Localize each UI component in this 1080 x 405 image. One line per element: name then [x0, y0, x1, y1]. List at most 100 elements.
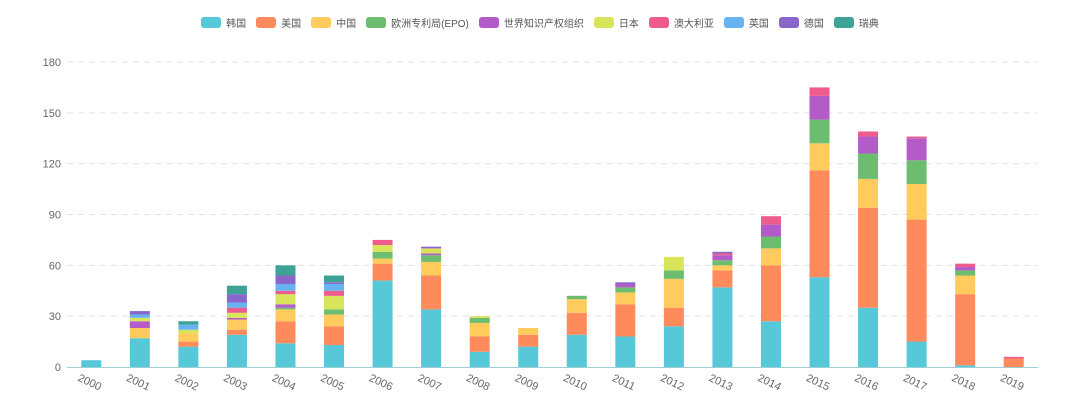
bar-segment-2007-日本[interactable]	[421, 248, 442, 254]
bar-segment-2008-日本[interactable]	[469, 316, 490, 318]
bar-segment-2008-韩国[interactable]	[469, 351, 490, 367]
bar-segment-2014-美国[interactable]	[760, 265, 781, 322]
bar-segment-2009-韩国[interactable]	[518, 346, 539, 367]
bar-segment-2005-英国[interactable]	[324, 283, 345, 291]
bar-segment-2009-中国[interactable]	[518, 328, 539, 335]
bar-segment-2007-韩国[interactable]	[421, 309, 442, 367]
bar-segment-2012-日本[interactable]	[663, 256, 684, 271]
bar-segment-2006-日本[interactable]	[372, 245, 393, 252]
bar-segment-2006-美国[interactable]	[372, 263, 393, 281]
bar-segment-2004-韩国[interactable]	[275, 343, 296, 367]
bar-segment-2016-澳大利亚[interactable]	[858, 131, 879, 137]
bar-segment-2002-韩国[interactable]	[178, 346, 199, 367]
bar-segment-2001-日本[interactable]	[129, 317, 150, 322]
bar-segment-2016-欧洲专利局(EPO)[interactable]	[858, 153, 879, 179]
bar-segment-2013-澳大利亚[interactable]	[712, 253, 733, 256]
bar-segment-2002-瑞典[interactable]	[178, 321, 199, 325]
bar-segment-2002-日本[interactable]	[178, 329, 199, 334]
legend-item[interactable]: 世界知识产权组织	[478, 15, 584, 30]
bar-segment-2004-澳大利亚[interactable]	[275, 290, 296, 295]
bar-segment-2011-德国[interactable]	[615, 282, 636, 284]
bar-segment-2005-澳大利亚[interactable]	[324, 290, 345, 296]
bar-segment-2003-韩国[interactable]	[226, 334, 247, 367]
bar-segment-2013-欧洲专利局(EPO)[interactable]	[712, 260, 733, 266]
bar-segment-2019-美国[interactable]	[1003, 358, 1024, 367]
bar-segment-2003-德国[interactable]	[226, 294, 247, 303]
bar-segment-2019-澳大利亚[interactable]	[1003, 356, 1024, 359]
bar-segment-2013-世界知识产权组织[interactable]	[712, 255, 733, 261]
bar-segment-2015-美国[interactable]	[809, 170, 830, 278]
bar-segment-2018-韩国[interactable]	[955, 365, 976, 367]
bar-segment-2013-美国[interactable]	[712, 270, 733, 288]
bar-segment-2002-美国[interactable]	[178, 341, 199, 347]
bar-segment-2004-欧洲专利局(EPO)[interactable]	[275, 307, 296, 310]
bar-segment-2006-韩国[interactable]	[372, 280, 393, 367]
bar-segment-2015-韩国[interactable]	[809, 277, 830, 367]
bar-segment-2004-美国[interactable]	[275, 321, 296, 344]
bar-segment-2012-韩国[interactable]	[663, 326, 684, 367]
bar-segment-2016-韩国[interactable]	[858, 307, 879, 367]
bar-segment-2010-美国[interactable]	[566, 312, 587, 335]
bar-segment-2011-中国[interactable]	[615, 292, 636, 305]
bar-segment-2007-德国[interactable]	[421, 246, 442, 249]
bar-segment-2005-德国[interactable]	[324, 282, 345, 284]
bar-segment-2008-欧洲专利局(EPO)[interactable]	[469, 317, 490, 323]
bar-segment-2001-世界知识产权组织[interactable]	[129, 321, 150, 329]
legend-item[interactable]: 美国	[256, 15, 301, 30]
bar-segment-2016-美国[interactable]	[858, 207, 879, 308]
bar-segment-2018-美国[interactable]	[955, 294, 976, 366]
bar-segment-2007-美国[interactable]	[421, 275, 442, 310]
bar-segment-2009-美国[interactable]	[518, 334, 539, 347]
bar-segment-2000-韩国[interactable]	[81, 360, 102, 367]
bar-segment-2013-德国[interactable]	[712, 251, 733, 254]
bar-segment-2018-世界知识产权组织[interactable]	[955, 267, 976, 271]
legend-item[interactable]: 日本	[593, 15, 639, 30]
bar-segment-2014-欧洲专利局(EPO)[interactable]	[760, 236, 781, 249]
bar-segment-2012-美国[interactable]	[663, 307, 684, 327]
legend-item[interactable]: 欧洲专利局(EPO)	[366, 15, 469, 30]
bar-segment-2011-世界知识产权组织[interactable]	[615, 283, 636, 288]
bar-segment-2006-中国[interactable]	[372, 258, 393, 264]
bar-segment-2004-德国[interactable]	[275, 275, 296, 284]
bar-segment-2014-世界知识产权组织[interactable]	[760, 224, 781, 237]
legend-item[interactable]: 中国	[311, 15, 356, 30]
legend-item[interactable]: 德国	[778, 15, 824, 30]
bar-segment-2017-世界知识产权组织[interactable]	[906, 138, 927, 161]
bar-segment-2004-瑞典[interactable]	[275, 265, 296, 276]
bar-segment-2007-欧洲专利局(EPO)[interactable]	[421, 255, 442, 262]
bar-segment-2004-中国[interactable]	[275, 309, 296, 322]
legend-item[interactable]: 韩国	[201, 15, 246, 30]
bar-segment-2003-英国[interactable]	[226, 302, 247, 308]
bar-segment-2008-中国[interactable]	[469, 322, 490, 337]
legend-item[interactable]: 澳大利亚	[648, 15, 714, 30]
bar-segment-2005-韩国[interactable]	[324, 344, 345, 367]
bar-segment-2005-日本[interactable]	[324, 295, 345, 310]
bar-segment-2012-中国[interactable]	[663, 278, 684, 308]
bar-segment-2017-澳大利亚[interactable]	[906, 136, 927, 139]
bar-segment-2017-欧洲专利局(EPO)[interactable]	[906, 160, 927, 184]
bar-segment-2016-中国[interactable]	[858, 178, 879, 208]
bar-segment-2001-中国[interactable]	[129, 328, 150, 339]
legend-item[interactable]: 瑞典	[833, 15, 879, 30]
bar-segment-2017-韩国[interactable]	[906, 341, 927, 367]
bar-segment-2003-中国[interactable]	[226, 319, 247, 330]
bar-segment-2004-日本[interactable]	[275, 294, 296, 305]
bar-segment-2002-中国[interactable]	[178, 333, 199, 342]
bar-segment-2010-中国[interactable]	[566, 299, 587, 313]
bar-segment-2007-世界知识产权组织[interactable]	[421, 253, 442, 256]
bar-segment-2013-中国[interactable]	[712, 265, 733, 271]
bar-segment-2010-韩国[interactable]	[566, 334, 587, 367]
bar-segment-2005-瑞典[interactable]	[324, 275, 345, 283]
bar-segment-2003-澳大利亚[interactable]	[226, 307, 247, 313]
bar-segment-2015-澳大利亚[interactable]	[809, 87, 830, 96]
bar-segment-2003-日本[interactable]	[226, 312, 247, 318]
bar-segment-2018-欧洲专利局(EPO)[interactable]	[955, 270, 976, 276]
legend-item[interactable]: 英国	[723, 15, 769, 30]
bar-segment-2011-欧洲专利局(EPO)[interactable]	[615, 287, 636, 293]
bar-segment-2014-韩国[interactable]	[760, 321, 781, 367]
bar-segment-2002-英国[interactable]	[178, 324, 199, 330]
bar-segment-2005-中国[interactable]	[324, 314, 345, 327]
bar-segment-2015-欧洲专利局(EPO)[interactable]	[809, 119, 830, 144]
bar-segment-2006-欧洲专利局(EPO)[interactable]	[372, 251, 393, 259]
bar-segment-2001-英国[interactable]	[129, 314, 150, 318]
